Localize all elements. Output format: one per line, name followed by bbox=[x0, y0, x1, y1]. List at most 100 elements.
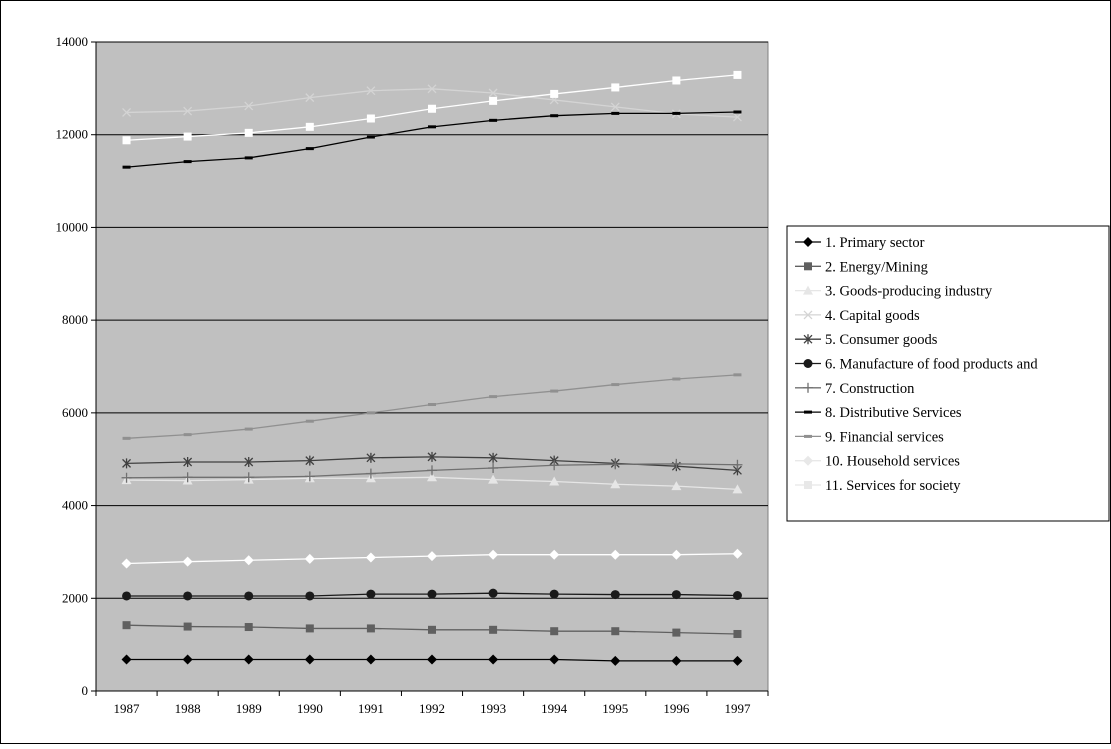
legend-box bbox=[786, 225, 1110, 522]
data-point bbox=[550, 114, 559, 118]
data-point bbox=[244, 101, 254, 111]
data-point bbox=[121, 472, 132, 483]
series-5 bbox=[122, 451, 742, 476]
legend: 1. Primary sector 2. Energy/Mining 3. Good… bbox=[786, 225, 1110, 522]
data-point bbox=[305, 93, 315, 103]
data-point bbox=[427, 551, 437, 562]
data-point bbox=[671, 655, 682, 666]
data-point bbox=[672, 628, 681, 637]
legend-item: 9. Financial services bbox=[795, 429, 944, 445]
data-point bbox=[305, 455, 315, 466]
legend-swatch-marker bbox=[804, 481, 812, 489]
data-point bbox=[183, 106, 193, 116]
data-point bbox=[305, 419, 314, 423]
series-6 bbox=[122, 588, 742, 601]
data-point bbox=[732, 591, 742, 601]
data-point bbox=[733, 110, 742, 114]
data-point bbox=[305, 122, 314, 131]
data-point bbox=[182, 472, 193, 483]
legend-item: 3. Goods-producing industry bbox=[795, 284, 993, 300]
data-point bbox=[610, 655, 621, 666]
legend-item: 1. Primary sector bbox=[795, 235, 925, 251]
legend-label: 6. Manufacture of food products and bbox=[825, 357, 1038, 373]
data-point bbox=[489, 625, 498, 634]
y-tick-label: 12000 bbox=[56, 127, 89, 142]
data-point bbox=[427, 589, 437, 599]
data-point bbox=[733, 629, 742, 638]
series-2 bbox=[122, 621, 742, 638]
data-point bbox=[365, 654, 376, 665]
plot-area bbox=[95, 41, 769, 692]
data-point bbox=[550, 627, 559, 636]
x-tick-label: 1996 bbox=[663, 701, 690, 716]
legend-label: 7. Construction bbox=[825, 381, 915, 397]
data-point bbox=[122, 136, 131, 145]
legend-swatch-marker bbox=[804, 434, 812, 438]
y-tick-label: 0 bbox=[82, 683, 89, 698]
data-point bbox=[489, 96, 498, 105]
data-point bbox=[122, 108, 132, 117]
legend-label: 2. Energy/Mining bbox=[825, 259, 928, 275]
data-point bbox=[488, 474, 499, 484]
data-point bbox=[428, 125, 436, 129]
data-point bbox=[732, 112, 742, 122]
data-point bbox=[610, 549, 621, 560]
data-point bbox=[365, 552, 376, 563]
data-point bbox=[672, 377, 681, 381]
series-1 bbox=[121, 654, 743, 666]
data-point bbox=[489, 118, 498, 122]
data-point bbox=[671, 590, 681, 600]
x-tick-label: 1994 bbox=[541, 701, 568, 716]
legend-swatch-marker bbox=[804, 262, 812, 271]
data-point bbox=[610, 102, 620, 112]
data-point bbox=[366, 135, 375, 139]
data-point bbox=[488, 588, 498, 598]
series-9 bbox=[122, 373, 742, 440]
data-point bbox=[488, 654, 499, 665]
data-point bbox=[122, 436, 131, 440]
data-point bbox=[733, 70, 742, 79]
data-point bbox=[427, 472, 437, 482]
data-point bbox=[244, 156, 253, 160]
y-tick-label: 14000 bbox=[56, 34, 89, 49]
legend-label: 1. Primary sector bbox=[825, 235, 925, 251]
series-layer bbox=[121, 70, 743, 666]
data-point bbox=[672, 111, 681, 115]
data-point bbox=[243, 555, 254, 566]
data-point bbox=[549, 476, 560, 486]
data-point bbox=[671, 481, 682, 491]
data-point bbox=[305, 624, 314, 633]
data-point bbox=[182, 654, 193, 665]
legend-swatch-marker bbox=[804, 410, 812, 414]
data-point bbox=[549, 589, 559, 599]
data-point bbox=[182, 556, 193, 567]
data-point bbox=[732, 655, 743, 666]
data-point bbox=[244, 623, 253, 632]
data-point bbox=[243, 654, 254, 665]
legend-label: 9. Financial services bbox=[825, 429, 944, 445]
legend-swatch-marker bbox=[803, 310, 813, 320]
legend-item: 7. Construction bbox=[795, 381, 915, 397]
data-point bbox=[122, 458, 132, 469]
data-point bbox=[183, 622, 192, 631]
x-tick-label: 1990 bbox=[297, 701, 323, 716]
data-point bbox=[428, 403, 436, 407]
legend-item: 2. Energy/Mining bbox=[795, 259, 928, 275]
data-point bbox=[549, 460, 560, 471]
data-point bbox=[122, 165, 131, 169]
data-point bbox=[733, 373, 742, 377]
data-point bbox=[488, 452, 498, 463]
legend-label: 5. Consumer goods bbox=[825, 332, 938, 348]
legend-swatch-marker bbox=[803, 334, 813, 345]
legend-swatch-marker bbox=[803, 285, 813, 295]
series-10 bbox=[121, 548, 743, 569]
data-point bbox=[427, 84, 437, 94]
data-point bbox=[427, 451, 437, 462]
legend-swatch-marker bbox=[803, 382, 813, 393]
data-point bbox=[121, 654, 132, 665]
data-point bbox=[671, 458, 682, 469]
legend-label: 8. Distributive Services bbox=[825, 405, 962, 421]
y-tick-label: 2000 bbox=[62, 590, 88, 605]
legend-label: 3. Goods-producing industry bbox=[825, 284, 993, 300]
